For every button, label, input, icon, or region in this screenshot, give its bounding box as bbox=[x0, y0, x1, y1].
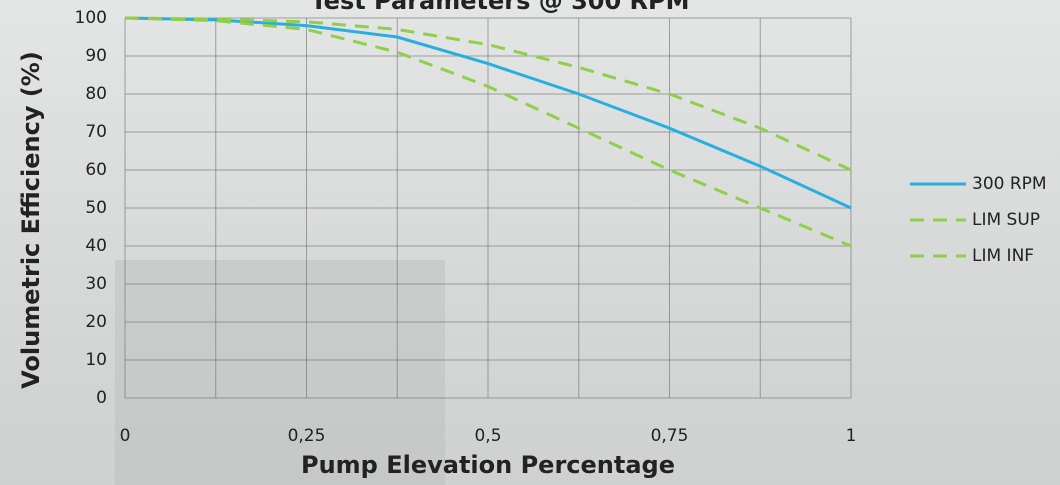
y-tick-label: 70 bbox=[85, 122, 107, 142]
chart: Test Parameters @ 300 RPM Pump Elevation… bbox=[0, 0, 1060, 485]
legend-label: LIM INF bbox=[972, 246, 1034, 266]
y-tick-label: 20 bbox=[85, 312, 107, 332]
legend-label: 300 RPM bbox=[972, 174, 1047, 194]
y-tick-label: 80 bbox=[85, 84, 107, 104]
x-tick-label: 0,75 bbox=[651, 426, 689, 446]
x-axis-label: Pump Elevation Percentage bbox=[301, 451, 675, 479]
y-tick-label: 60 bbox=[85, 160, 107, 180]
y-tick-label: 10 bbox=[85, 350, 107, 370]
x-tick-label: 0,25 bbox=[288, 426, 326, 446]
y-tick-label: 30 bbox=[85, 274, 107, 294]
y-tick-label: 90 bbox=[85, 46, 107, 66]
y-tick-label: 100 bbox=[75, 8, 107, 28]
x-tick-label: 0,5 bbox=[474, 426, 501, 446]
chart-title: Test Parameters @ 300 RPM bbox=[310, 0, 689, 15]
y-tick-label: 40 bbox=[85, 236, 107, 256]
x-tick-label: 0 bbox=[120, 426, 131, 446]
y-tick-label: 0 bbox=[96, 388, 107, 408]
y-axis-label: Volumetric Efficiency (%) bbox=[17, 51, 45, 389]
y-tick-label: 50 bbox=[85, 198, 107, 218]
legend-label: LIM SUP bbox=[972, 210, 1040, 230]
x-tick-label: 1 bbox=[846, 426, 857, 446]
